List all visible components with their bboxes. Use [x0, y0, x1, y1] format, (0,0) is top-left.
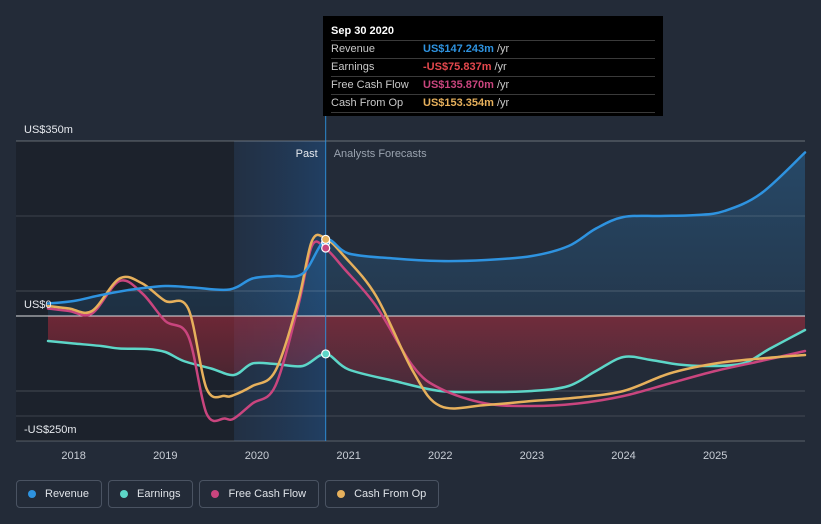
- legend-label: Earnings: [137, 488, 181, 500]
- highlight-point-free-cash-flow: [321, 243, 331, 253]
- tooltip-row-earnings: Earnings -US$75.837m/yr: [331, 58, 655, 76]
- tooltip-value: -US$75.837m: [423, 61, 492, 73]
- legend-dot-icon: [211, 490, 220, 498]
- legend: Revenue Earnings Free Cash Flow Cash From O…: [16, 480, 440, 508]
- tooltip-row-revenue: Revenue US$147.243m/yr: [331, 40, 655, 58]
- x-tick-label-2022: 2022: [428, 450, 452, 462]
- tooltip: Sep 30 2020 Revenue US$147.243m/yr Earning…: [323, 16, 663, 116]
- highlight-point-earnings: [321, 349, 331, 359]
- past-label: Past: [296, 148, 318, 160]
- tooltip-unit: /yr: [494, 61, 507, 73]
- y-axis-label-bottom: -US$250m: [24, 424, 77, 436]
- x-tick-label-2023: 2023: [520, 450, 544, 462]
- x-tick-label-2018: 2018: [61, 450, 85, 462]
- x-tick-label-2021: 2021: [336, 450, 360, 462]
- tooltip-value: US$147.243m: [423, 43, 494, 55]
- tooltip-value: US$153.354m: [423, 97, 494, 109]
- legend-label: Free Cash Flow: [228, 488, 307, 500]
- tooltip-label: Earnings: [331, 61, 375, 73]
- tooltip-label: Revenue: [331, 43, 376, 55]
- x-tick-label-2019: 2019: [153, 450, 177, 462]
- x-tick-label-2024: 2024: [611, 450, 635, 462]
- legend-dot-icon: [337, 490, 346, 498]
- series-line-earnings: [46, 328, 807, 394]
- tooltip-label: Free Cash Flow: [331, 79, 409, 91]
- y-axis-label-zero: US$0: [24, 299, 52, 311]
- legend-item-free-cash-flow[interactable]: Free Cash Flow: [199, 480, 320, 508]
- legend-dot-icon: [120, 490, 129, 498]
- legend-item-earnings[interactable]: Earnings: [108, 480, 194, 508]
- legend-label: Revenue: [45, 488, 90, 500]
- forecast-label: Analysts Forecasts: [334, 148, 427, 160]
- legend-item-revenue[interactable]: Revenue: [16, 480, 103, 508]
- tooltip-unit: /yr: [496, 43, 510, 55]
- x-tick-label-2020: 2020: [245, 450, 269, 462]
- legend-label: Cash From Op: [354, 488, 427, 500]
- legend-item-cash-from-op[interactable]: Cash From Op: [325, 480, 440, 508]
- tooltip-unit: /yr: [496, 79, 510, 91]
- tooltip-unit: /yr: [496, 97, 510, 109]
- tooltip-row-free-cash-flow: Free Cash Flow US$135.870m/yr: [331, 76, 655, 94]
- tooltip-date: Sep 30 2020: [331, 25, 394, 37]
- tooltip-value: US$135.870m: [423, 79, 494, 91]
- x-tick-label-2025: 2025: [703, 450, 727, 462]
- highlight-point-cash-from-op: [321, 234, 331, 244]
- legend-dot-icon: [28, 490, 36, 498]
- series-line-revenue: [46, 151, 807, 305]
- tooltip-row-cash-from-op: Cash From Op US$153.354m/yr: [331, 94, 655, 113]
- tooltip-label: Cash From Op: [331, 97, 404, 109]
- series-line-cash-from-op: [46, 233, 807, 410]
- series-line-free-cash-flow: [46, 240, 807, 423]
- revenue-area: [48, 152, 805, 316]
- y-axis-label-top: US$350m: [24, 124, 73, 136]
